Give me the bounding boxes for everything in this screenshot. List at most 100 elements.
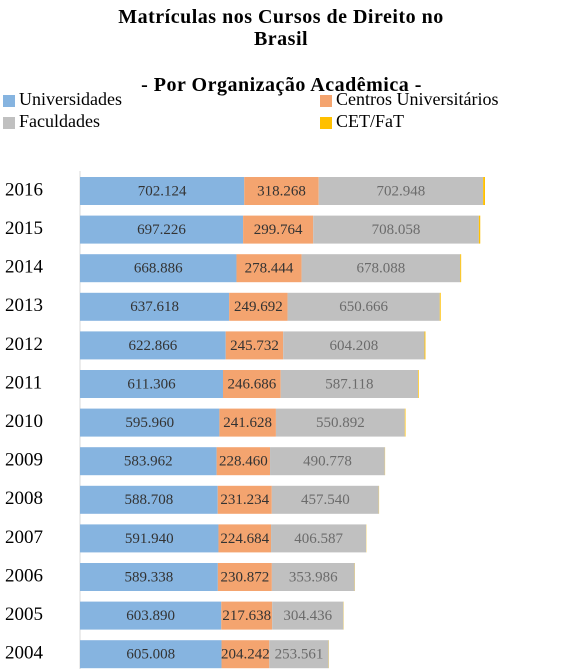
bar-segment [222,370,281,398]
legend-label: Universidades [19,89,122,109]
y-tick-label: 2005 [5,604,43,625]
data-label: 278.444 [245,261,294,277]
bar-segment [80,601,222,630]
bar-segment [221,601,273,630]
legend-label: Centros Universitários [336,89,498,109]
data-label: 224.684 [220,531,269,547]
bar-segment [271,563,355,591]
bar-segment [318,177,484,205]
data-label: 490.778 [303,454,352,470]
data-label: 637.618 [130,299,179,315]
bar-segment [244,177,319,205]
bar-segment [236,254,302,283]
chart-subtitle: - Por Organização Acadêmica - [141,74,422,96]
data-label: 589.338 [125,569,174,585]
bar-segment [225,331,284,360]
data-label: 304.436 [283,608,332,624]
y-tick-label: 2007 [5,527,43,548]
y-tick-label: 2012 [5,334,43,355]
legend-swatch [3,117,15,129]
data-label: 217.638 [222,608,271,624]
bar-segment [301,254,461,283]
bar-segment [275,408,405,437]
data-label: 591.940 [125,531,174,547]
bar-segment [404,408,406,437]
legend-swatch [3,95,15,107]
data-label: 603.890 [126,608,175,624]
bar-segment [483,177,485,205]
bar-segment [439,292,441,321]
bar-segment [80,215,244,244]
chart-title: Matrículas nos Cursos de Direito no Bras… [118,6,444,50]
bar-segment [424,331,426,360]
bar-segment [80,447,217,476]
bar-segment [80,485,218,514]
data-label: 406.587 [294,531,343,547]
bar-segment [80,254,237,283]
y-tick-label: 2010 [5,411,43,432]
data-label: 668.886 [134,261,183,277]
bar-segment [216,447,271,476]
bar-segment [217,563,272,591]
bar-segment [80,524,219,553]
data-label: 650.666 [339,299,388,315]
y-tick-label: 2016 [5,179,43,200]
data-label: 588.708 [124,492,173,508]
legend-label: Faculdades [19,111,100,131]
bar-segment [269,640,329,669]
bar-segment [80,177,245,205]
bar-segment [271,485,379,514]
bar-segment [270,447,385,476]
data-label: 231.234 [220,492,269,508]
y-tick-label: 2015 [5,218,43,239]
bar-segment [221,640,270,669]
data-label: 204.242 [221,647,270,663]
bar-segment [460,254,462,283]
data-label: 550.892 [316,415,365,431]
y-tick-label: 2008 [5,488,43,509]
bar-segment [272,601,344,630]
data-label: 697.226 [137,222,186,238]
data-label: 611.306 [127,376,176,392]
data-label: 595.960 [125,415,174,431]
data-label: 228.460 [219,454,268,470]
data-label: 702.124 [138,183,187,199]
legend-swatch [320,95,332,107]
bar-segment [80,640,222,669]
bar-segment [287,292,440,321]
data-label: 245.732 [230,338,279,354]
data-label: 708.058 [372,222,421,238]
bar-segment [80,408,220,437]
bar-segment [219,408,276,437]
bar-segment [80,292,230,321]
legend-swatch [320,117,332,129]
data-label: 457.540 [301,492,350,508]
y-tick-label: 2011 [5,372,42,393]
data-label: 249.692 [234,299,283,315]
bar-segment [271,524,367,553]
data-label: 241.628 [223,415,272,431]
data-label: 678.088 [357,261,406,277]
bar-segment [478,215,481,244]
data-label: 299.764 [254,222,303,238]
y-tick-label: 2004 [5,643,44,664]
y-tick-label: 2009 [5,450,43,471]
data-label: 604.208 [329,338,378,354]
bar-segment [280,370,419,398]
bar-segment [243,215,314,244]
data-label: 583.962 [124,454,173,470]
data-label: 622.866 [128,338,177,354]
bar-segment [217,485,272,514]
y-tick-label: 2006 [5,565,43,586]
data-label: 318.268 [257,183,306,199]
data-label: 353.986 [289,569,338,585]
bar-segment [229,292,288,321]
bar-segment [313,215,479,244]
bar-segment [80,370,223,398]
bar-segment [80,331,226,360]
data-label: 702.948 [377,183,426,199]
y-tick-label: 2014 [5,257,44,278]
y-tick-label: 2013 [5,295,43,316]
data-label: 230.872 [220,569,269,585]
